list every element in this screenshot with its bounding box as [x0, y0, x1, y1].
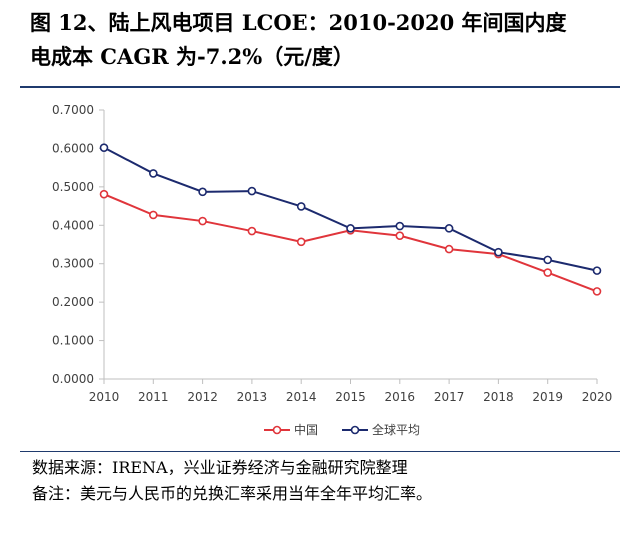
x-tick-label: 2010 — [89, 390, 120, 404]
data-point — [296, 237, 306, 247]
chart-title: 图 12、陆上风电项目 LCOE：2010-2020 年间国内度 电成本 CAG… — [30, 6, 630, 74]
y-tick-label: 0.5000 — [52, 180, 94, 194]
legend-swatch-marker — [350, 425, 360, 435]
remark-note: 备注：美元与人民币的兑换汇率采用当年全年平均汇率。 — [32, 484, 433, 503]
title-line-2: 电成本 CAGR 为-7.2%（元/度） — [30, 44, 354, 69]
data-point — [395, 231, 405, 240]
series-1 — [99, 143, 602, 275]
x-tick-label: 2014 — [286, 390, 317, 404]
data-point — [149, 210, 158, 220]
x-tick-label: 2020 — [582, 390, 613, 404]
data-point — [592, 287, 602, 296]
y-tick-label: 0.4000 — [52, 218, 94, 232]
x-tick-label: 2019 — [532, 390, 563, 404]
x-tick-label: 2015 — [335, 390, 366, 404]
legend-label: 全球平均 — [372, 422, 420, 437]
data-point — [296, 202, 306, 211]
data-point — [395, 221, 405, 231]
data-point — [99, 143, 109, 152]
chart-area: 0.0000 0.1000 0.2000 0.3000 0.4000 0.5000 0.60… — [0, 90, 640, 446]
x-tick-label: 2012 — [187, 390, 218, 404]
y-tick-label: 0.0000 — [52, 372, 94, 386]
legend-label: 中国 — [294, 422, 318, 437]
data-point — [198, 216, 207, 226]
y-tick-label: 0.2000 — [52, 295, 94, 309]
x-tick-label: 2013 — [237, 390, 268, 404]
data-point — [494, 247, 503, 257]
y-tick-label: 0.7000 — [52, 103, 94, 117]
line-chart: 0.0000 0.1000 0.2000 0.3000 0.4000 0.5000 0.60… — [52, 103, 613, 437]
legend-item-0: 中国 — [264, 422, 318, 437]
data-point — [444, 224, 454, 233]
x-tick-label: 2016 — [385, 390, 416, 404]
series-line — [103, 146, 598, 272]
data-point — [592, 266, 602, 275]
data-point — [444, 244, 454, 254]
x-tick-label: 2018 — [483, 390, 514, 404]
data-point — [99, 189, 109, 199]
legend: 中国 全球平均 — [264, 422, 420, 437]
data-point — [198, 187, 207, 197]
source-note: 数据来源：IRENA，兴业证券经济与金融研究院整理 — [32, 458, 408, 477]
y-tick-label: 0.3000 — [52, 257, 94, 271]
y-tick-label: 0.6000 — [52, 141, 94, 155]
data-point — [346, 224, 355, 233]
x-tick-label: 2011 — [138, 390, 169, 404]
data-point — [543, 255, 553, 265]
legend-item-1: 全球平均 — [342, 422, 420, 437]
y-tick-label: 0.1000 — [52, 334, 94, 348]
series-line — [103, 193, 598, 293]
footer-divider — [20, 451, 620, 452]
data-point — [149, 169, 158, 178]
data-point — [543, 268, 553, 277]
title-divider — [20, 86, 620, 88]
y-axis: 0.0000 0.1000 0.2000 0.3000 0.4000 0.5000 0.60… — [52, 103, 105, 386]
x-tick-label: 2017 — [434, 390, 465, 404]
legend-swatch-marker — [272, 425, 282, 435]
x-axis: 2010 2011 2012 2013 2014 2015 2016 2017 2018 2019… — [89, 378, 613, 404]
title-line-1: 图 12、陆上风电项目 LCOE：2010-2020 年间国内度 — [30, 10, 567, 35]
series-0 — [99, 189, 602, 296]
data-point — [247, 226, 257, 236]
series-layer — [99, 143, 602, 296]
data-point — [247, 186, 257, 196]
